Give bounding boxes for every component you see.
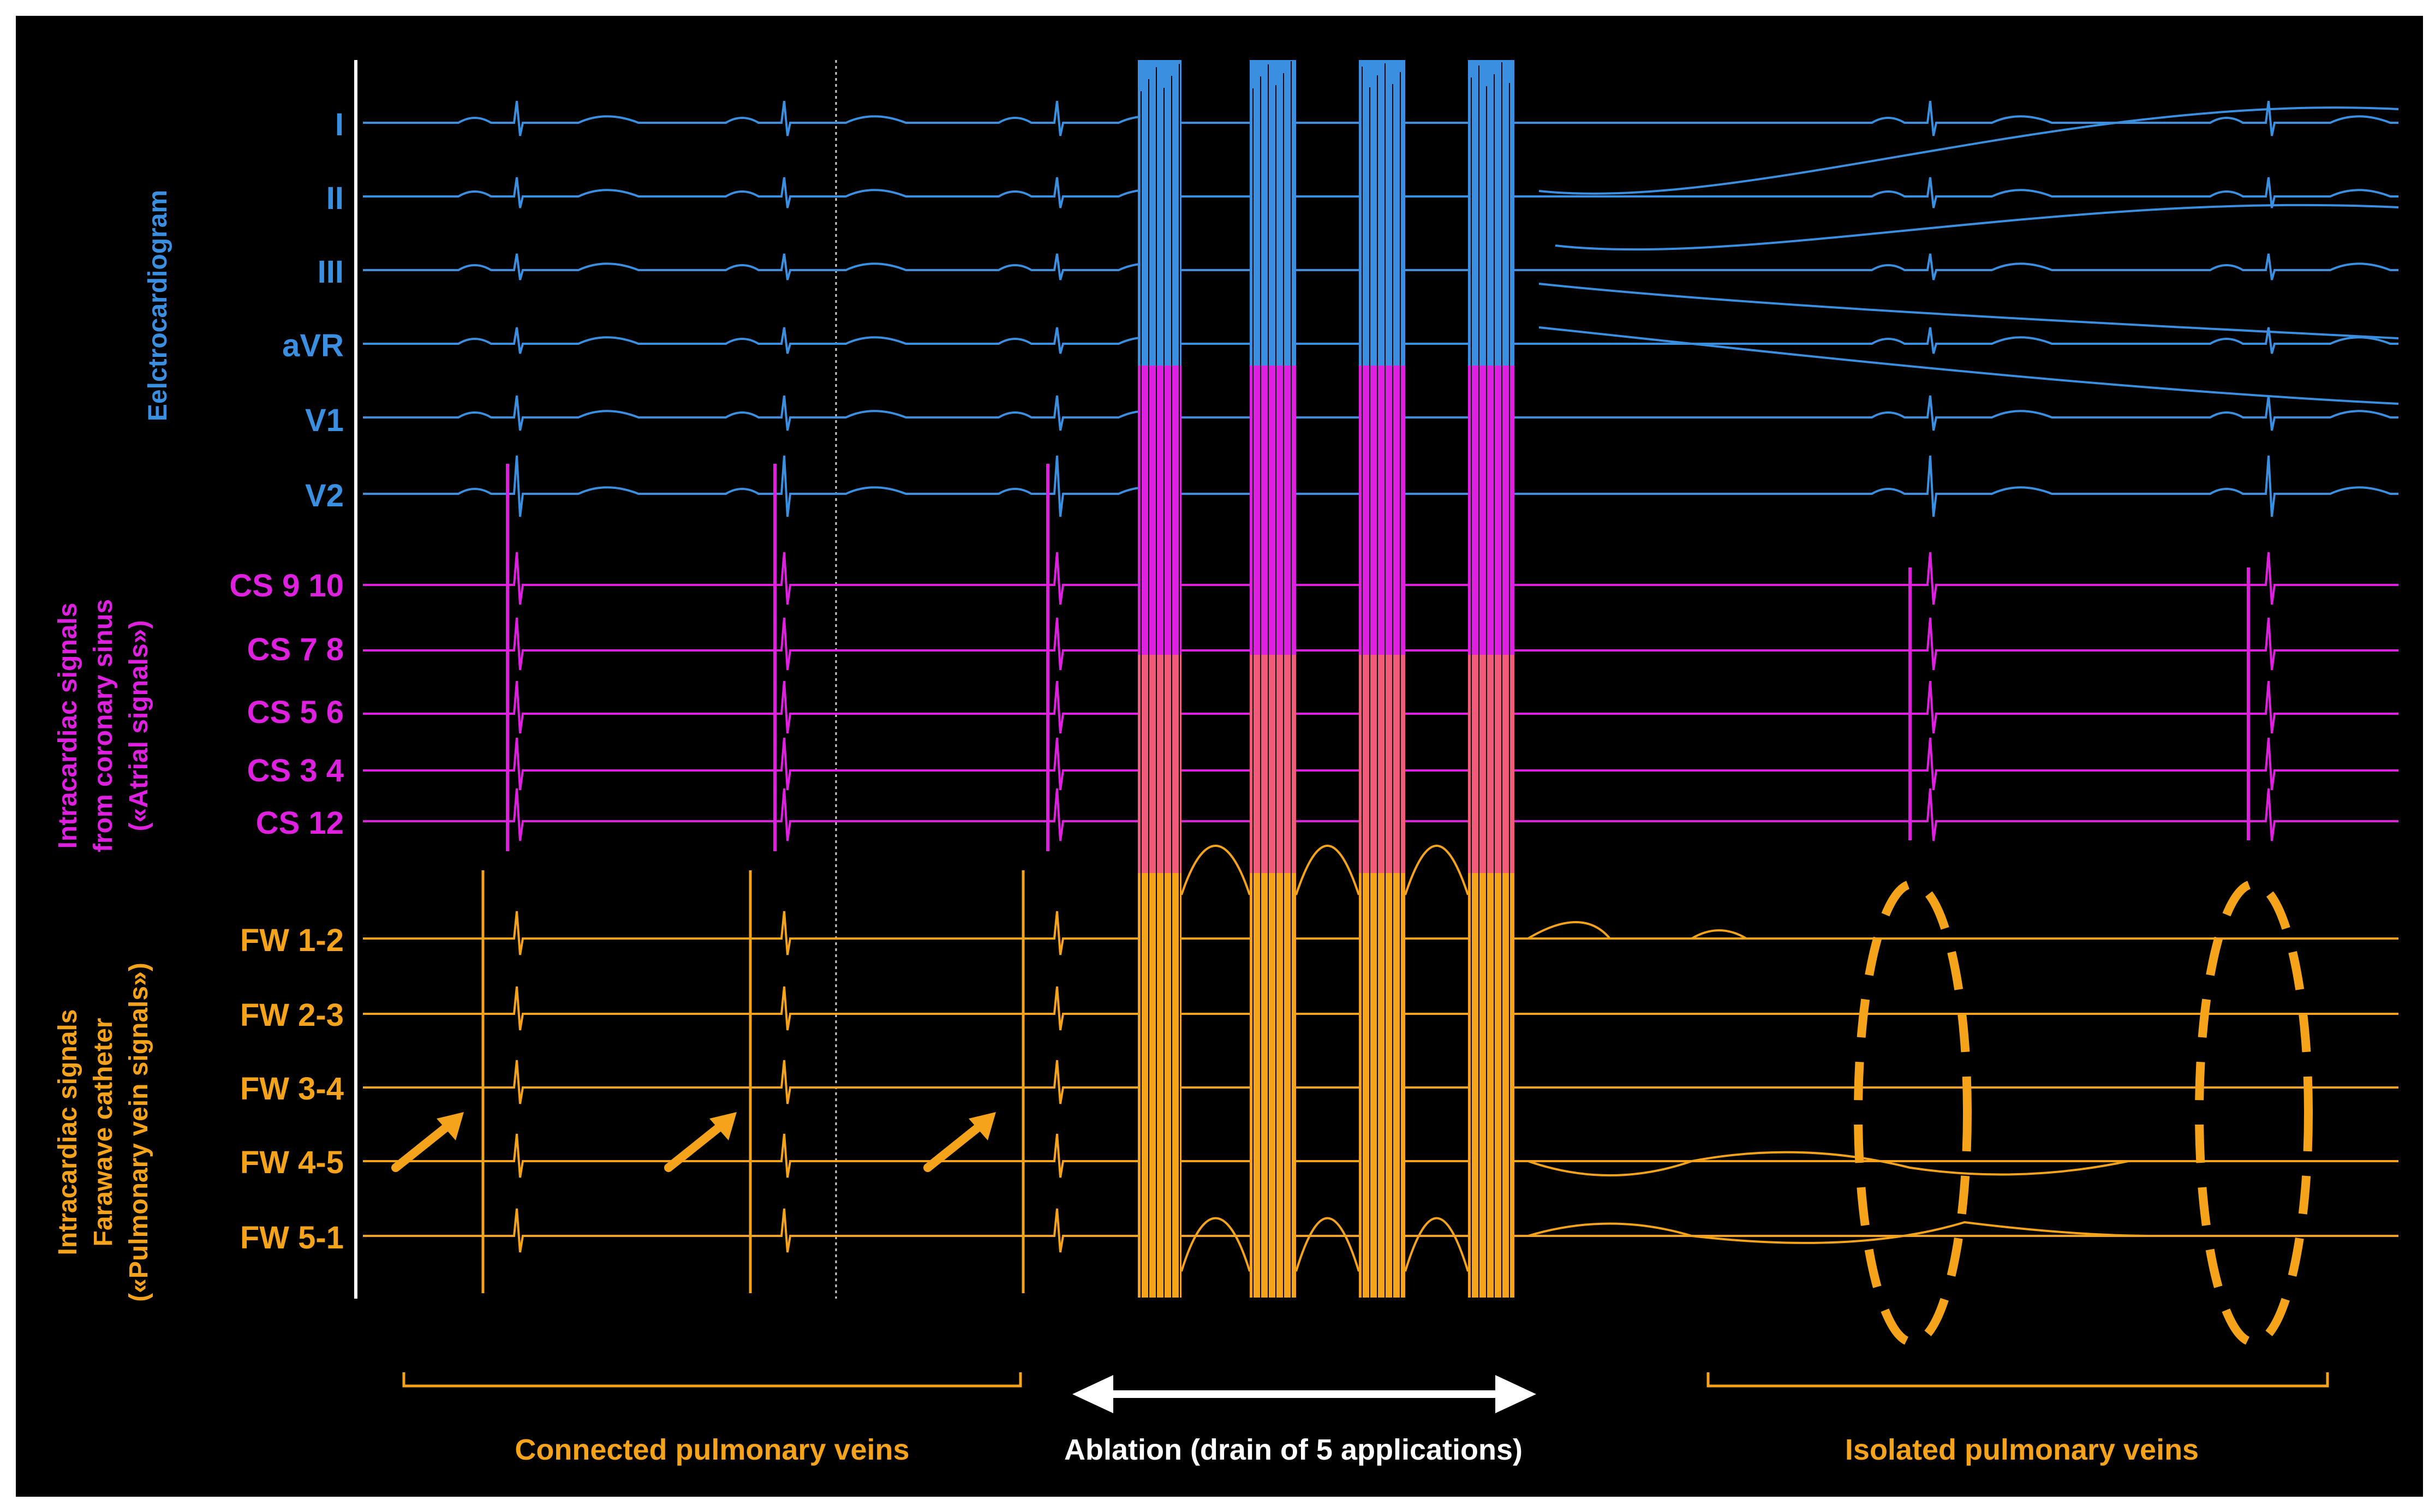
- svg-text:from coronary sinus: from coronary sinus: [89, 599, 118, 852]
- fw-trace: [363, 986, 2398, 1031]
- lead-label-cs56: CS 5 6: [247, 695, 344, 730]
- ablation-burst-mixed: [1250, 655, 1296, 873]
- fw-trace: [363, 1060, 2398, 1104]
- fw-loop: [1295, 1217, 1360, 1272]
- lead-label-iii: III: [318, 254, 344, 290]
- lead-label-fw51: FW 5-1: [240, 1220, 344, 1256]
- fw-trace: [363, 1208, 2398, 1253]
- group-labels: Eelctrocardiogram Intracardiac signals f…: [53, 190, 172, 1302]
- lead-label-v2: V2: [305, 478, 344, 513]
- lead-label-cs78: CS 7 8: [247, 632, 344, 667]
- isolated-label: Isolated pulmonary veins: [1845, 1433, 2199, 1466]
- fw-loop: [1404, 845, 1469, 895]
- ecg-trace: [363, 455, 2398, 517]
- fw-wobble: [1527, 1151, 2129, 1176]
- cs-traces: [363, 464, 2398, 851]
- ablation-bursts: [1138, 60, 1514, 1298]
- ecg-group-title: Eelctrocardiogram: [144, 190, 172, 421]
- ablation-burst-ecg: [1359, 60, 1405, 366]
- connected-label: Connected pulmonary veins: [515, 1433, 909, 1466]
- cs-trace: [363, 552, 2398, 605]
- ablation-burst-ecg: [1138, 60, 1181, 366]
- lead-label-i: I: [335, 107, 344, 142]
- fw-loop: [1295, 845, 1360, 895]
- fw-traces: [363, 870, 2398, 1293]
- cs-trace: [363, 680, 2398, 734]
- cs-trace: [363, 737, 2398, 791]
- lead-label-cs34: CS 3 4: [247, 753, 344, 788]
- svg-text:(«Atrial signals»): («Atrial signals»): [124, 620, 153, 832]
- fw-group-title: Intracardiac signals Farawave catheter (…: [53, 963, 153, 1302]
- ablation-burst-cs: [1250, 366, 1296, 655]
- ablation-double-arrow: [1072, 1375, 1536, 1413]
- ablation-burst-ecg: [1250, 60, 1296, 366]
- fw-trace: [363, 1133, 2398, 1178]
- ablation-burst-fw: [1138, 873, 1181, 1298]
- ablation-burst-cs: [1138, 366, 1181, 655]
- lead-label-fw45: FW 4-5: [240, 1145, 344, 1180]
- ecg-traces: [363, 100, 2399, 517]
- fw-loop: [1180, 1217, 1251, 1272]
- svg-text:Farawave catheter: Farawave catheter: [89, 1018, 118, 1247]
- dashed-ellipse-icon: [1854, 880, 2313, 1347]
- ablation-burst-cs: [1359, 366, 1405, 655]
- ecg-drift: [1538, 326, 2399, 405]
- lead-label-fw12: FW 1-2: [240, 923, 344, 958]
- ecg-drift: [1538, 283, 2399, 339]
- connected-bracket: [402, 1372, 1022, 1388]
- cs-trace: [363, 788, 2398, 841]
- fw-loop: [1404, 1217, 1469, 1272]
- lead-label-v1: V1: [305, 403, 344, 438]
- ecg-trace: [363, 177, 2398, 208]
- ecg-drift: [1555, 204, 2399, 251]
- ablation-burst-mixed: [1138, 655, 1181, 873]
- lead-label-ii: II: [326, 181, 344, 216]
- cs-trace: [363, 617, 2398, 671]
- fw-wobble: [1527, 921, 1747, 940]
- ecg-drift: [1538, 106, 2399, 195]
- fw-trace: [363, 911, 2398, 955]
- lead-label-cs12: CS 12: [256, 805, 344, 841]
- svg-text:(«Pulmonary vein signals»): («Pulmonary vein signals»): [124, 963, 153, 1302]
- isolated-bracket: [1706, 1372, 2329, 1388]
- lead-labels: I II III aVR V1 V2 CS 9 10 CS 7 8 CS 5 6…: [229, 107, 344, 1256]
- lead-label-fw23: FW 2-3: [240, 997, 344, 1033]
- ablation-burst-mixed: [1468, 655, 1514, 873]
- phase-brackets: [402, 1372, 2329, 1388]
- ablation-burst-mixed: [1359, 655, 1405, 873]
- ablation-burst-ecg: [1468, 60, 1514, 366]
- fw-wobble: [1527, 1221, 2156, 1244]
- lead-label-cs910: CS 9 10: [229, 568, 344, 603]
- svg-text:Intracardiac signals: Intracardiac signals: [53, 1009, 82, 1256]
- ecg-trace: [363, 395, 2398, 431]
- ecg-trace: [363, 327, 2398, 354]
- lead-label-avr: aVR: [282, 328, 344, 363]
- ablation-burst-cs: [1468, 366, 1514, 655]
- arrow-up-right-icon: [391, 1112, 996, 1172]
- ablation-burst-fw: [1468, 873, 1514, 1298]
- fw-loop: [1180, 845, 1251, 895]
- svg-text:Intracardiac signals: Intracardiac signals: [53, 603, 82, 849]
- ecg-trace: [363, 100, 2398, 136]
- ablation-burst-fw: [1359, 873, 1405, 1298]
- lead-label-fw34: FW 3-4: [240, 1071, 344, 1107]
- cs-group-title: Intracardiac signals from coronary sinus…: [53, 599, 153, 852]
- ecg-trace: [363, 253, 2398, 280]
- ablation-burst-fw: [1250, 873, 1296, 1298]
- ablation-label: Ablation (drain of 5 applications): [1064, 1433, 1523, 1466]
